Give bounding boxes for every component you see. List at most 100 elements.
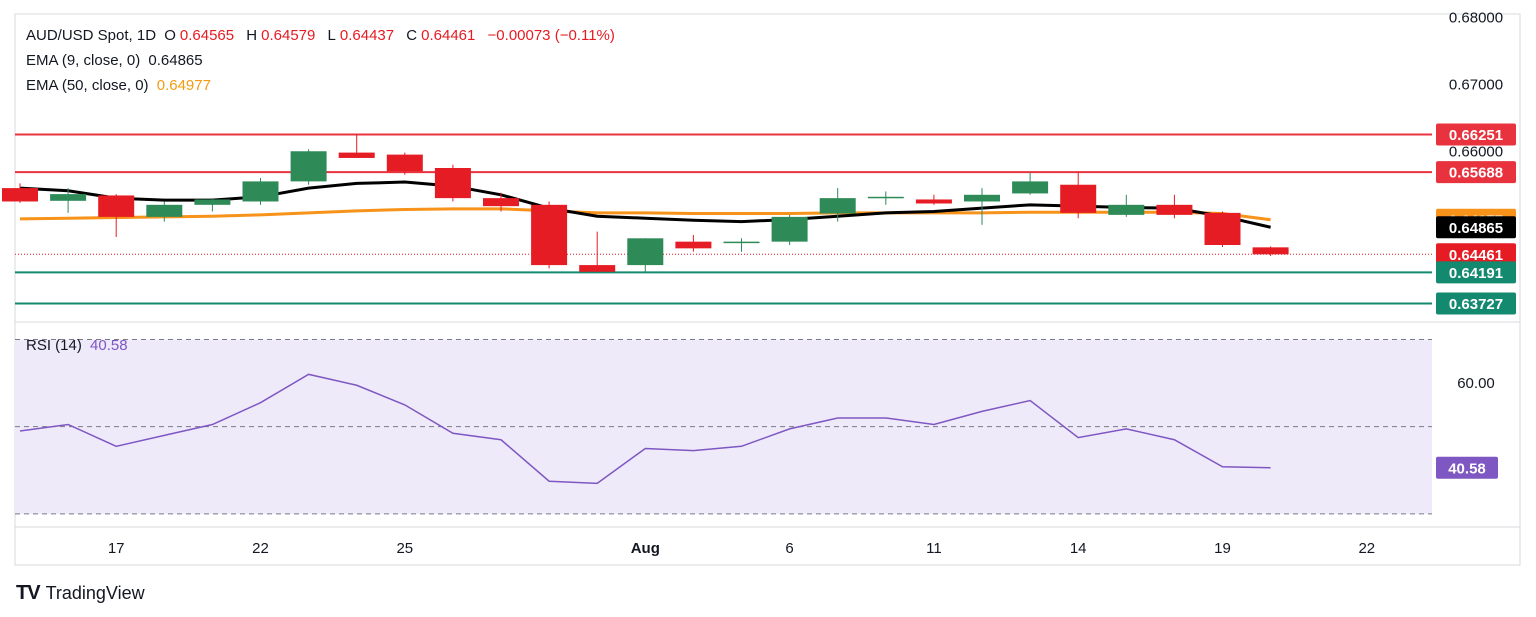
candle [242, 178, 279, 205]
ema9-label: EMA (9, close, 0) [26, 52, 141, 69]
price-tick-label: 0.68000 [1449, 9, 1503, 26]
rsi-line [19, 373, 1271, 485]
candle [1204, 211, 1241, 248]
candle-body [964, 194, 1000, 202]
price-label-text: 0.66251 [1449, 127, 1503, 144]
candle-body [483, 198, 519, 207]
candle [98, 194, 135, 237]
high-label: H [246, 27, 258, 44]
price-label-text: 0.63727 [1449, 296, 1503, 313]
candle-body [627, 238, 664, 266]
tradingview-wordmark: TradingView [45, 583, 145, 603]
price-label-box [1436, 216, 1516, 239]
candle-body [819, 198, 856, 214]
price-pane[interactable] [2, 134, 1289, 272]
price-tick-label: 0.66000 [1449, 143, 1503, 160]
ema50-legend[interactable]: EMA (50, close, 0) 0.64977 [26, 77, 215, 94]
open-value: 0.64565 [179, 27, 235, 44]
candle-body [50, 194, 87, 201]
candle-body [98, 195, 135, 217]
price-label-text: 0.64191 [1449, 265, 1503, 282]
symbol-title[interactable]: AUD/USD Spot, 1D [26, 27, 157, 44]
candle-body [867, 196, 904, 199]
low-value: 0.64437 [339, 27, 395, 44]
candle [290, 149, 327, 185]
candle [434, 164, 471, 202]
price-label-text: 0.64461 [1449, 247, 1503, 264]
candle-body [242, 181, 279, 202]
time-tick-label: 6 [785, 540, 793, 557]
price-label-box [1436, 243, 1516, 266]
chart-frame [14, 13, 1521, 566]
ema50-label: EMA (50, close, 0) [26, 77, 149, 94]
candle [146, 201, 183, 222]
change-value: −0.00073 (−0.11%) [487, 27, 615, 44]
candle [964, 188, 1000, 225]
tradingview-logo-icon: TV [16, 582, 41, 604]
candle-body [531, 204, 568, 266]
candle [338, 134, 375, 158]
candle [531, 201, 568, 269]
rsi-pane[interactable]: 60.00 40.58 [15, 338, 1498, 515]
candle-body [771, 216, 808, 242]
candle [867, 191, 904, 205]
ema9-legend[interactable]: EMA (9, close, 0) 0.64865 [26, 52, 207, 69]
candle [819, 188, 856, 222]
candle [194, 198, 231, 212]
time-tick-label: 22 [1358, 540, 1375, 557]
rsi-value-label: 40.58 [1436, 456, 1498, 479]
time-tick-label: 17 [108, 540, 125, 557]
ema9-value: 0.64865 [148, 52, 203, 69]
candle-body [1252, 247, 1289, 255]
price-label-last: 0.64461 [1436, 243, 1516, 266]
candle [915, 194, 952, 205]
candle-body [1108, 204, 1145, 215]
price-label-ema9: 0.64865 [1436, 216, 1516, 239]
close-label: C [406, 27, 418, 44]
candle-body [290, 151, 327, 182]
time-tick-label: 11 [926, 540, 942, 557]
candle [1012, 172, 1049, 195]
price-axis[interactable]: 0.680000.670000.660000.662510.656880.649… [1436, 9, 1516, 315]
ohlc-legend: AUD/USD Spot, 1D O 0.64565 H 0.64579 L 0.64… [26, 27, 619, 44]
rsi-label: RSI (14) [26, 337, 82, 354]
rsi-value-text: 40.58 [1448, 460, 1486, 477]
price-label-text: 0.64865 [1449, 220, 1503, 237]
ema50-value: 0.64977 [156, 77, 211, 94]
candle [386, 152, 423, 175]
candle [50, 188, 87, 213]
candle-body [386, 154, 423, 172]
time-tick-label: 22 [252, 540, 269, 557]
candle-body [2, 188, 38, 202]
candle [483, 192, 519, 212]
candle-body [194, 199, 231, 205]
low-label: L [327, 27, 336, 44]
candle-body [1060, 184, 1097, 213]
rsi-band [15, 339, 1432, 514]
candle [1252, 246, 1289, 256]
rsi-legend-value: 40.58 [90, 337, 128, 354]
time-tick-label: 25 [396, 540, 413, 557]
tradingview-branding[interactable]: TV TradingView [16, 582, 145, 605]
time-axis[interactable]: 17 22 25 Aug 6 11 14 19 22 [108, 540, 1375, 557]
high-value: 0.64579 [261, 27, 316, 44]
candle-body [675, 241, 712, 249]
candle [675, 234, 712, 252]
time-tick-label: 14 [1070, 540, 1087, 557]
price-label-box [1436, 161, 1516, 184]
price-label-resistance: 0.65688 [1436, 161, 1516, 184]
candle [579, 231, 616, 272]
price-label-support: 0.63727 [1436, 292, 1516, 315]
price-label-box [1436, 292, 1516, 315]
candle-body [1204, 212, 1241, 245]
candle [2, 183, 38, 203]
price-label-box [1436, 123, 1516, 146]
candle [771, 214, 808, 245]
candle-body [723, 241, 760, 244]
candle-body [1156, 204, 1193, 215]
open-label: O [164, 27, 176, 44]
candle-body [1012, 181, 1049, 194]
candle [1108, 194, 1145, 217]
rsi-legend[interactable]: RSI (14) 40.58 [26, 337, 132, 354]
